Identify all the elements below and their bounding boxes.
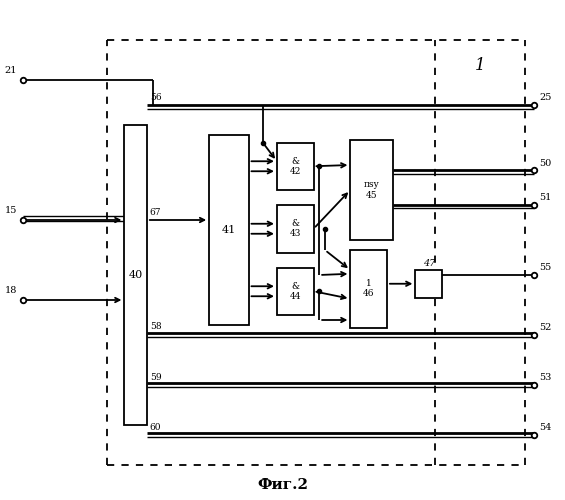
Text: 55: 55 (540, 264, 552, 272)
Text: 40: 40 (128, 270, 143, 280)
Bar (415, 270, 442, 297)
Text: 41: 41 (221, 225, 236, 235)
Text: 54: 54 (540, 424, 552, 432)
Text: 47: 47 (423, 258, 435, 268)
Text: 52: 52 (540, 324, 552, 332)
Text: 15: 15 (5, 206, 17, 215)
Bar (209, 135, 249, 325)
Text: 51: 51 (540, 194, 552, 202)
Text: 18: 18 (5, 286, 17, 295)
Bar (350, 250, 387, 328)
Text: пsy
45: пsy 45 (364, 180, 379, 200)
Bar (124, 125, 147, 425)
Bar (277, 268, 314, 315)
Text: 58: 58 (150, 322, 162, 331)
Text: &
43: & 43 (289, 219, 301, 238)
Bar (277, 142, 314, 190)
Text: 50: 50 (540, 158, 552, 168)
Text: Фиг.2: Фиг.2 (257, 478, 308, 492)
Text: 53: 53 (540, 374, 552, 382)
Text: &
42: & 42 (289, 156, 301, 176)
Text: &
44: & 44 (289, 282, 301, 301)
Text: 56: 56 (150, 94, 162, 102)
Text: 21: 21 (5, 66, 17, 75)
Text: 25: 25 (540, 94, 552, 102)
Text: 59: 59 (150, 372, 162, 382)
Bar (277, 205, 314, 252)
Text: 60: 60 (150, 422, 161, 432)
Bar (350, 140, 393, 240)
Text: 67: 67 (150, 208, 161, 218)
Text: 1
46: 1 46 (363, 279, 375, 298)
Text: 1: 1 (475, 56, 485, 74)
